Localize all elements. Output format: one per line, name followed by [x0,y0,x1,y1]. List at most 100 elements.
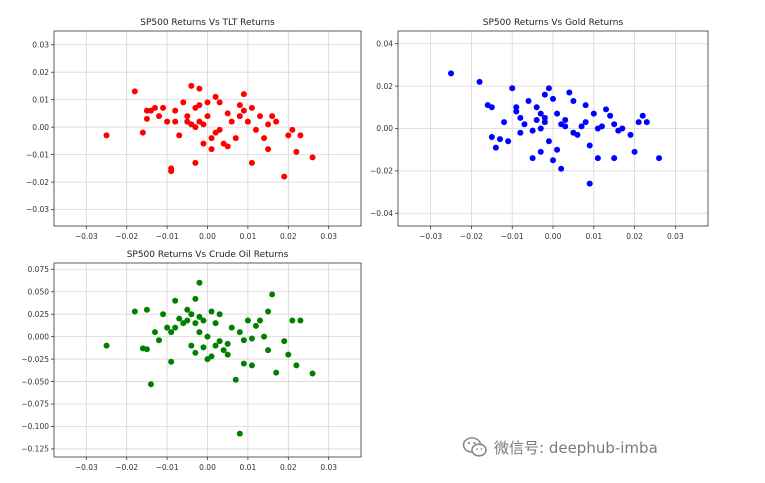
scatter-point [273,118,280,125]
scatter-point [244,317,251,324]
scatter-point [172,324,179,331]
y-tick-label: −0.03 [26,205,49,214]
scatter-point [192,124,199,131]
scatter-point [172,297,179,304]
scatter-point [204,113,211,120]
scatter-point [164,118,171,125]
scatter-point [505,138,512,145]
scatter-point [554,110,561,117]
scatter-point [619,125,626,132]
crude-oil-scatter-panel: −0.03 −0.02 −0.01 0.00 0.01 0.02 0.03 −0.125 −0.… [21,250,362,472]
scatter-point [156,337,163,344]
scatter-point [631,148,638,155]
scatter-point [180,99,187,106]
scatter-point [236,430,243,437]
scatter-point [151,104,158,111]
scatter-point [285,132,292,139]
scatter-point [236,329,243,336]
y-tick-label: −0.02 [26,178,49,187]
x-tick-label: 0.00 [199,232,216,241]
scatter-point [176,315,183,322]
scatter-point [643,119,650,126]
scatter-point [607,112,614,119]
scatter-point [143,306,150,313]
scatter-point [501,119,508,126]
x-tick-label: 0.00 [545,232,562,241]
scatter-point [269,291,276,298]
scatter-point [529,127,536,134]
scatter-point [281,173,288,180]
x-tick-label: 0.03 [320,463,337,472]
scatter-point [611,121,618,128]
scatter-point [252,322,259,329]
scatter-point [550,95,556,102]
scatter-point [448,70,455,77]
scatter-point [220,347,227,354]
scatter-point [204,333,211,340]
scatter-point [224,351,231,358]
scatter-point [537,148,544,155]
scatter-point [594,155,601,162]
scatter-point [281,338,288,345]
scatter-point [212,320,219,327]
x-tick-label: −0.01 [501,232,524,241]
y-tick-label: −0.02 [370,167,393,176]
scatter-point [289,126,296,133]
scatter-point [151,329,158,336]
scatter-point [257,317,264,324]
scatter-point [558,165,565,172]
scatter-point [582,102,589,109]
scatter-point [545,85,552,92]
scatter-point [184,306,191,313]
scatter-point [513,104,520,111]
scatter-point [200,121,207,128]
scatter-point [513,108,520,115]
scatter-point [248,335,255,342]
scatter-point [537,110,544,117]
scatter-point [273,369,280,376]
y-tick-label: −0.025 [21,355,49,364]
x-tick-label: 0.03 [320,232,337,241]
x-tick-label: −0.02 [460,232,483,241]
scatter-point [192,320,199,327]
scatter-point [168,329,175,336]
scatter-point [578,123,585,130]
scatter-point [269,113,276,120]
scatter-point [541,114,548,121]
y-tick-label: 0.025 [28,310,50,319]
y-tick-label: 0.01 [32,95,49,104]
y-tick-label: 0.00 [32,123,49,132]
x-tick-label: −0.03 [419,232,442,241]
x-tick-label: −0.03 [75,463,98,472]
scatter-point [533,104,540,111]
scatter-point [248,104,255,111]
tlt-scatter-panel: −0.03 −0.02 −0.01 0.00 0.01 0.02 0.03 −0.03 −0.0… [26,18,362,241]
scatter-point [131,308,138,315]
scatter-point [164,324,171,331]
scatter-point [309,154,316,161]
scatter-point [488,104,495,111]
scatter-point [168,358,175,365]
scatter-point [192,349,199,356]
scatter-point [224,143,231,150]
gold-scatter-panel: −0.03 −0.02 −0.01 0.00 0.01 0.02 0.03 −0.04 −0.0… [370,18,709,241]
scatter-point [204,99,211,106]
scatter-point [517,114,524,121]
scatter-point [586,180,593,187]
scatter-point [293,362,300,369]
scatter-point [586,142,593,149]
scatter-point [188,311,195,318]
scatter-point [562,123,569,130]
y-tick-label: −0.01 [26,150,49,159]
scatter-point [232,135,239,142]
scatter-point [240,337,247,344]
scatter-point [196,279,203,286]
watermark: 微信号: deephub-imba [462,434,658,460]
scatter-point [244,118,251,125]
scatter-point [492,144,499,151]
scatter-point [103,342,110,349]
scatter-point [236,102,243,109]
scatter-point [184,113,191,120]
y-tick-label: 0.03 [32,40,49,49]
